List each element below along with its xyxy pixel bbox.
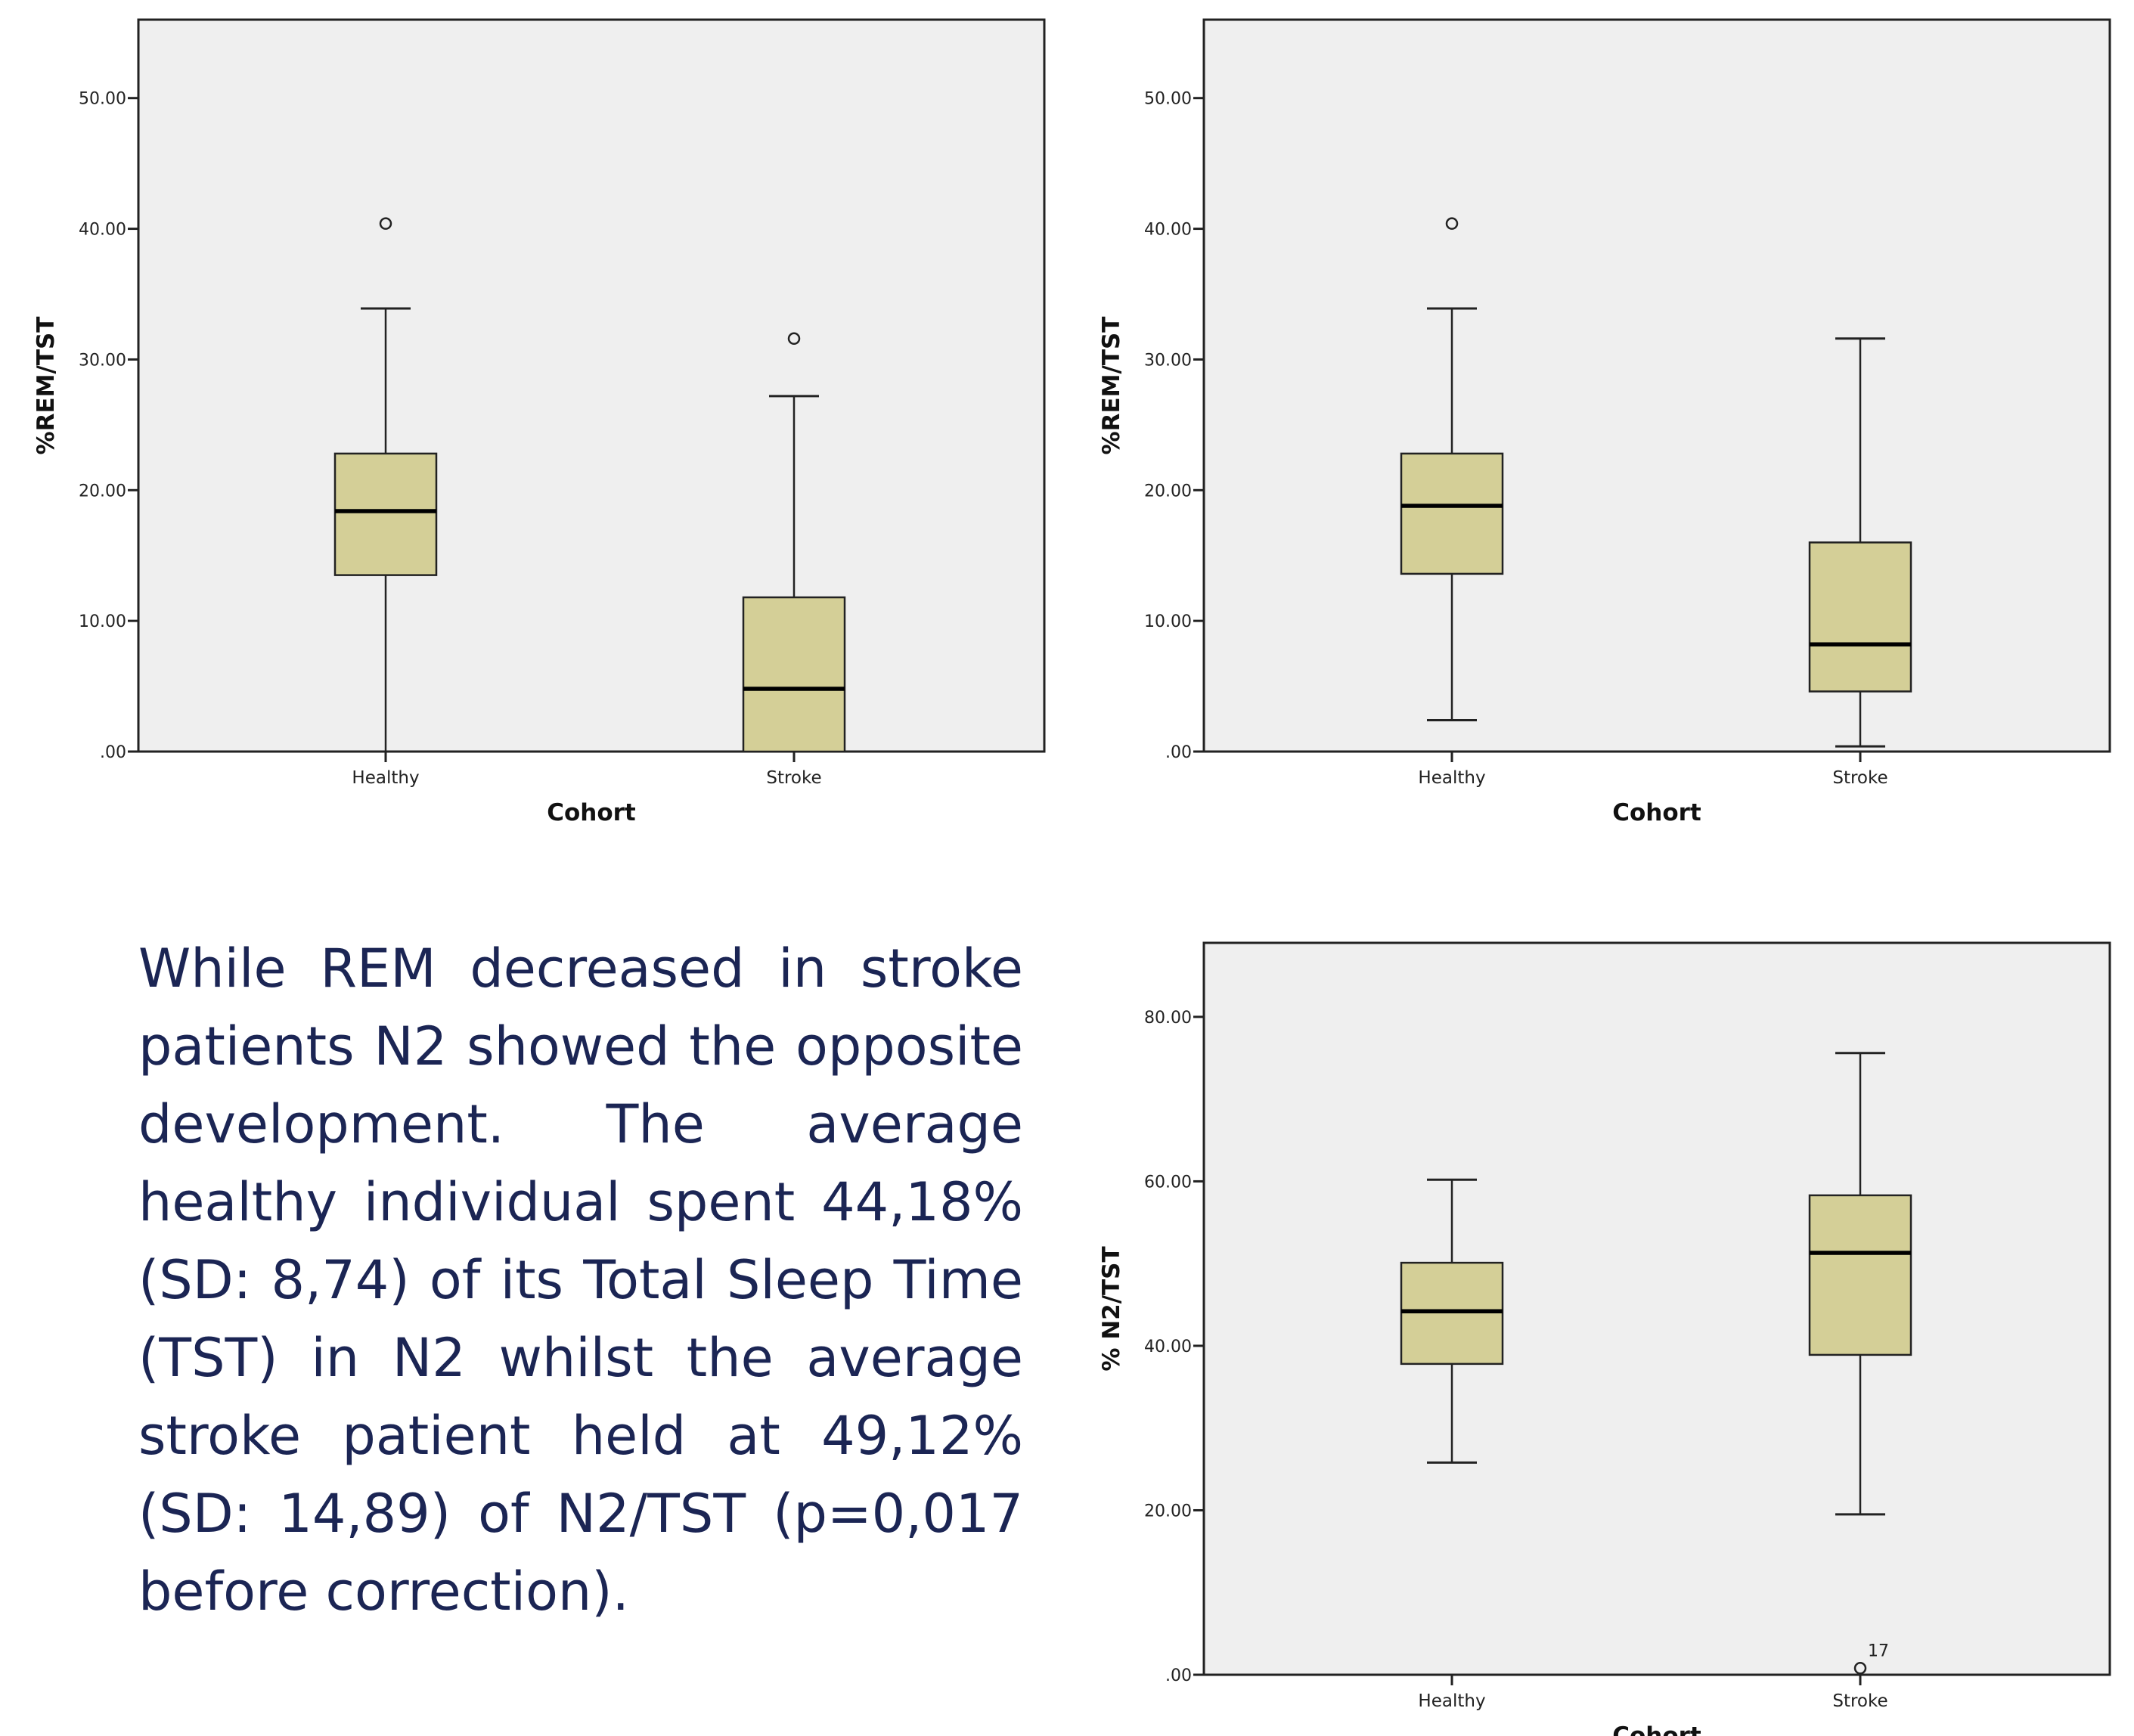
y-tick-label: .00 <box>1165 743 1192 762</box>
outlier-point <box>379 217 392 230</box>
y-tick-label: .00 <box>1165 1666 1192 1685</box>
plot-area <box>137 18 1046 753</box>
box-stroke <box>1808 337 1912 748</box>
box-healthy <box>333 217 438 752</box>
x-tick-label: Healthy <box>1418 1691 1485 1711</box>
x-tick-label: Healthy <box>352 768 419 788</box>
y-tick-label: 30.00 <box>1144 351 1192 370</box>
y-tick-label: 20.00 <box>79 482 126 501</box>
box-healthy <box>1400 1178 1504 1464</box>
iqr-box <box>1808 1194 1912 1356</box>
description-text: While REM decreased in stroke patients N… <box>138 938 1023 1623</box>
x-axis-title: Cohort <box>1612 799 1701 826</box>
y-tick-label: 40.00 <box>1144 1338 1192 1356</box>
x-tick-label: Stroke <box>766 768 821 788</box>
y-tick-label: 80.00 <box>1144 1009 1192 1028</box>
iqr-box <box>333 452 438 576</box>
rem-boxplot-left: .00 10.00 20.00 30.00 40.00 50.00 %REM/TST Heal… <box>33 18 1046 826</box>
iqr-box <box>1400 452 1504 575</box>
y-tick-label: 30.00 <box>79 351 126 370</box>
plot-area <box>1202 18 2111 753</box>
x-tick-label: Stroke <box>1832 1691 1887 1711</box>
iqr-box <box>1808 541 1912 693</box>
y-tick-label: 40.00 <box>79 221 126 240</box>
outlier-label: 17 <box>1868 1641 1889 1660</box>
y-axis-title: % N2/TST <box>1098 1246 1125 1371</box>
y-tick-label: 40.00 <box>1144 221 1192 240</box>
box-stroke: 17 <box>1808 1052 1912 1675</box>
box-stroke <box>742 332 846 753</box>
x-tick-label: Stroke <box>1832 768 1887 788</box>
y-axis-title: %REM/TST <box>33 317 60 455</box>
rem-boxplot-right: .00 10.00 20.00 30.00 40.00 50.00 %REM/TST Heal… <box>1098 18 2111 826</box>
x-tick-label: Healthy <box>1418 768 1485 788</box>
n2-boxplot: .00 20.00 40.00 60.00 80.00 % N2/TST Healthy St… <box>1098 941 2111 1736</box>
outlier-point <box>1445 217 1459 230</box>
y-tick-label: .00 <box>100 743 126 762</box>
y-tick-label: 60.00 <box>1144 1173 1192 1192</box>
y-axis-title: %REM/TST <box>1098 317 1125 455</box>
y-tick-label: 20.00 <box>1144 482 1192 501</box>
plot-area <box>1202 941 2111 1676</box>
y-tick-label: 50.00 <box>1144 90 1192 109</box>
iqr-box <box>742 596 846 753</box>
y-tick-label: 10.00 <box>79 612 126 631</box>
box-healthy <box>1400 217 1504 722</box>
outlier-point <box>1853 1662 1867 1675</box>
y-tick-label: 20.00 <box>1144 1502 1192 1521</box>
y-tick-label: 50.00 <box>79 90 126 109</box>
x-axis-title: Cohort <box>547 799 636 826</box>
x-axis-title: Cohort <box>1612 1722 1701 1736</box>
outlier-point <box>787 332 801 346</box>
y-tick-label: 10.00 <box>1144 612 1192 631</box>
